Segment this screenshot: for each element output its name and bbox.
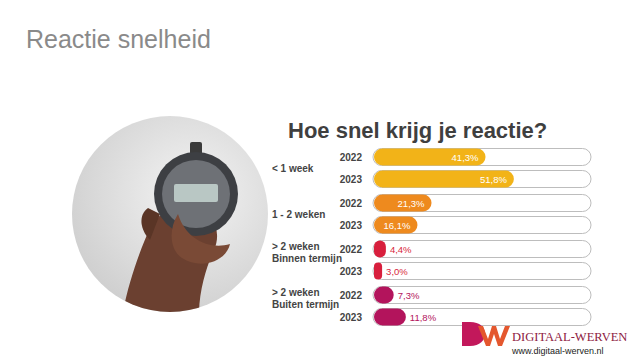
series-label: 2023	[340, 312, 363, 323]
bar	[374, 309, 406, 326]
bar	[374, 171, 514, 188]
data-label: 21,3%	[398, 198, 425, 209]
bars	[374, 149, 514, 326]
fingers	[172, 214, 230, 264]
data-label: 11,8%	[410, 312, 437, 323]
logo-text: DIGITAAL-WERVEN	[512, 330, 627, 344]
bar-track	[373, 287, 591, 304]
category-line: Binnen termijn	[272, 253, 342, 264]
bar-track	[373, 263, 591, 280]
slide-title: Reactie snelheid	[26, 25, 211, 53]
watch-display	[174, 184, 218, 202]
data-label: 3,0%	[386, 266, 408, 277]
data-label: 41,3%	[452, 152, 479, 163]
watch-face	[162, 160, 230, 228]
series-label: 2023	[340, 174, 363, 185]
bar	[374, 263, 382, 280]
bar	[374, 149, 486, 166]
logo: DIGITAAL-WERVEN www.digitaal-werven.nl	[462, 322, 627, 356]
labels: < 1 week 2022 41,3% 2023 51,8% 1 - 2 weken 202…	[272, 152, 507, 323]
bar	[374, 241, 386, 258]
series-label: 2023	[340, 220, 363, 231]
logo-url: www.digitaal-werven.nl	[511, 346, 604, 356]
series-label: 2022	[340, 198, 363, 209]
data-label: 7,3%	[398, 290, 420, 301]
bar-track	[373, 149, 591, 166]
data-label: 51,8%	[480, 174, 507, 185]
category-line: < 1 week	[272, 163, 314, 174]
background	[0, 0, 640, 360]
logo-mark	[478, 326, 510, 346]
watch-case	[154, 152, 238, 236]
category-line: > 2 weken	[272, 241, 320, 252]
bar-track	[373, 171, 591, 188]
series-label: 2022	[340, 244, 363, 255]
photo	[60, 110, 280, 330]
category-label: 1 - 2 weken	[272, 209, 325, 220]
bar	[374, 287, 394, 304]
category-line: Buiten termijn	[272, 299, 339, 310]
bar-track	[373, 217, 591, 234]
series-label: 2022	[340, 152, 363, 163]
chart-title: Hoe snel krijg je reactie?	[288, 118, 547, 143]
category-label: > 2 wekenBinnen termijn	[272, 241, 342, 264]
bar	[374, 195, 432, 212]
tracks	[373, 149, 591, 326]
bar-track	[373, 241, 591, 258]
thumb	[141, 208, 160, 240]
category-label: < 1 week	[272, 163, 314, 174]
bar-track	[373, 195, 591, 212]
slide: Reactie snelheid Hoe snel krijg je reacti…	[0, 0, 640, 360]
data-label: 16,1%	[384, 220, 411, 231]
category-line: > 2 weken	[272, 287, 320, 298]
bar	[374, 217, 417, 234]
series-label: 2023	[340, 266, 363, 277]
data-label: 4,4%	[390, 244, 412, 255]
bar-track	[373, 309, 591, 326]
category-line: 1 - 2 weken	[272, 209, 325, 220]
series-label: 2022	[340, 290, 363, 301]
category-label: > 2 wekenBuiten termijn	[272, 287, 339, 310]
